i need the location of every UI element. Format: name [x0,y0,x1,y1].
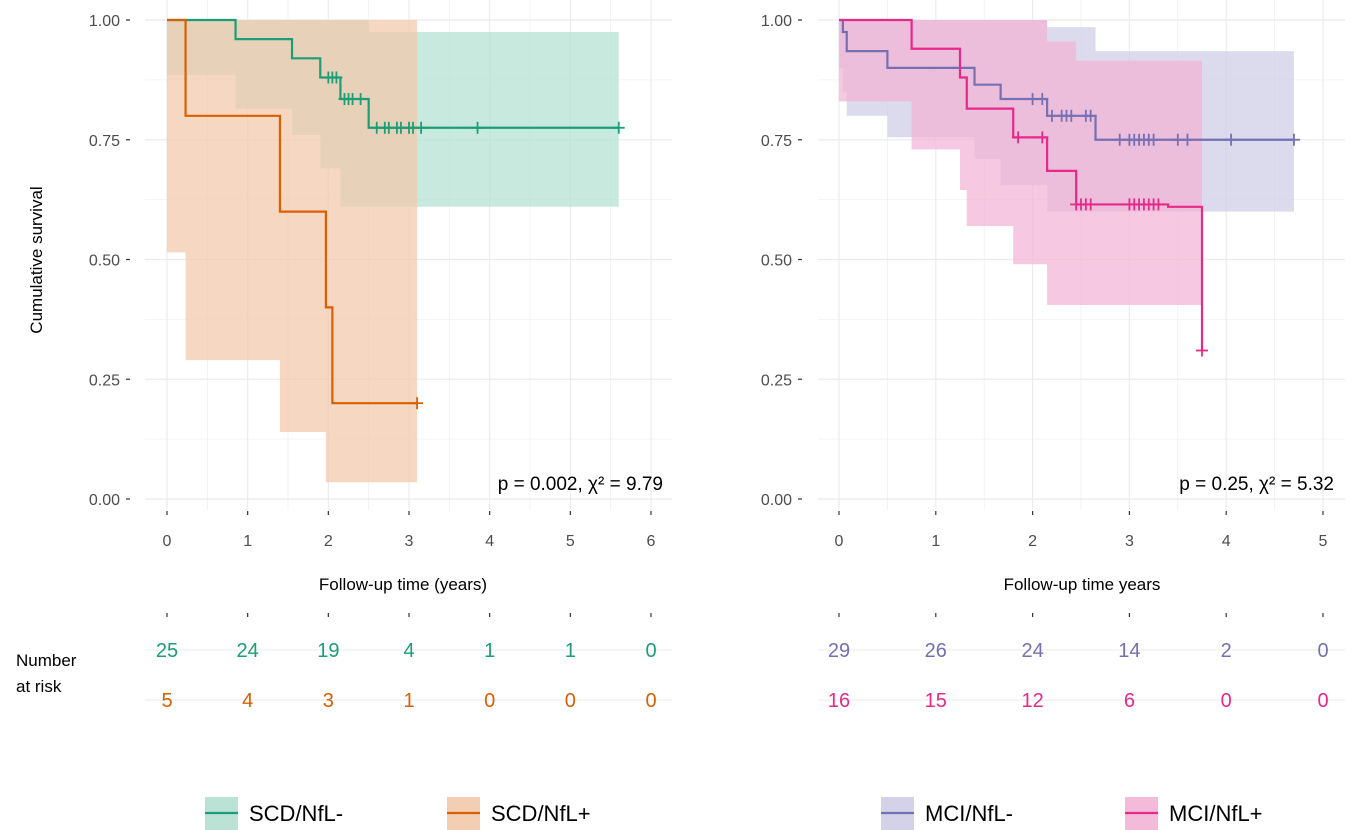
x-tick-label: 1 [243,533,252,550]
y-tick-label: 0.25 [761,372,792,389]
risk-table-values: 25 24 19 4 1 1 0 5 4 3 1 0 0 0 [156,640,657,712]
legend-item-SCD/NfL+: SCD/NfL+ [447,797,591,830]
risk-value: 0 [645,690,656,712]
x-tick-label: 6 [647,533,656,550]
x-tick-label: 5 [566,533,575,550]
x-tick-label: 0 [163,533,172,550]
risk-value: 3 [323,690,334,712]
risk-value: 1 [565,640,576,662]
annotation-pvalue: p = 0.002, χ² = 9.79 [498,474,663,495]
confidence-bands [167,20,619,483]
risk-value: 12 [1021,690,1043,712]
legend-item-MCI/NfL-: MCI/NfL- [881,797,1013,830]
legend-item-MCI/NfL+: MCI/NfL+ [1125,797,1263,830]
risk-value: 1 [403,690,414,712]
risk-table-grid [145,613,672,701]
risk-value: 29 [828,640,850,662]
x-tick-label: 4 [1222,533,1231,550]
risk-value: 0 [645,640,656,662]
risk-value: 0 [565,690,576,712]
risk-table-values: 29 26 24 14 2 0 16 15 12 6 0 0 [828,640,1329,712]
y-tick-label: 0.50 [761,253,792,270]
risk-value: 24 [237,640,259,662]
legend: SCD/NfL- SCD/NfL+ [205,797,591,830]
risk-value: 0 [1317,640,1328,662]
risk-value: 0 [484,690,495,712]
y-tick-label: 1.00 [89,13,120,30]
legend-label: MCI/NfL- [925,801,1013,826]
x-tick-label: 4 [485,533,494,550]
x-axis-ticks: 0 1 2 3 4 5 6 [163,511,656,550]
risk-value: 26 [925,640,947,662]
risk-value: 0 [1317,690,1328,712]
x-axis-ticks: 0 1 2 3 4 5 [835,511,1328,550]
risk-value: 4 [403,640,414,662]
y-tick-label: 0.00 [761,492,792,509]
risk-value: 4 [242,690,253,712]
x-tick-label: 2 [324,533,333,550]
risk-value: 0 [1221,690,1232,712]
risk-value: 15 [925,690,947,712]
x-axis-title: Follow-up time (years) [319,575,487,594]
legend-label: SCD/NfL+ [491,801,591,826]
x-tick-label: 1 [931,533,940,550]
risk-value: 19 [317,640,339,662]
y-tick-label: 0.00 [89,492,120,509]
y-axis-title: Cumulative survival [27,186,46,333]
risk-table-grid [818,613,1345,701]
scd-survival-panel: 0.00 0.25 0.50 0.75 1.00 0 1 2 3 4 5 6 p = 0.002, … [16,0,672,830]
x-tick-label: 0 [835,533,844,550]
x-tick-label: 2 [1028,533,1037,550]
risk-value: 1 [484,640,495,662]
risk-value: 6 [1124,690,1135,712]
risk-value: 25 [156,640,178,662]
y-tick-label: 0.25 [89,372,120,389]
risk-value: 14 [1118,640,1140,662]
risk-value: 16 [828,690,850,712]
risk-label-line2: at risk [16,677,62,696]
y-tick-label: 0.50 [89,253,120,270]
survival-curve-SCD/NfL+ [167,18,418,405]
y-axis-ticks: 0.00 0.25 0.50 0.75 1.00 [89,13,130,509]
y-tick-label: 0.75 [761,133,792,150]
y-axis-ticks: 0.00 0.25 0.50 0.75 1.00 [761,13,802,509]
legend-item-SCD/NfL-: SCD/NfL- [205,797,343,830]
legend: MCI/NfL- MCI/NfL+ [881,797,1263,830]
x-tick-label: 3 [405,533,414,550]
survival-curve-SCD/NfL- [167,18,619,129]
annotation-pvalue: p = 0.25, χ² = 5.32 [1179,474,1334,495]
risk-value: 24 [1021,640,1043,662]
ci-band-MCI/NfL+ [839,20,1202,306]
ci-band-SCD/NfL+ [167,20,418,483]
risk-value: 5 [161,690,172,712]
x-tick-label: 5 [1319,533,1328,550]
legend-label: SCD/NfL- [249,801,343,826]
x-tick-label: 3 [1125,533,1134,550]
censor-marks [322,71,625,410]
risk-label-line1: Number [16,651,77,670]
legend-label: MCI/NfL+ [1169,801,1263,826]
risk-value: 2 [1221,640,1232,662]
survival-curves [167,18,619,405]
censor-marks [1012,93,1300,357]
y-tick-label: 1.00 [761,13,792,30]
x-axis-title: Follow-up time years [1004,575,1161,594]
y-tick-label: 0.75 [89,133,120,150]
